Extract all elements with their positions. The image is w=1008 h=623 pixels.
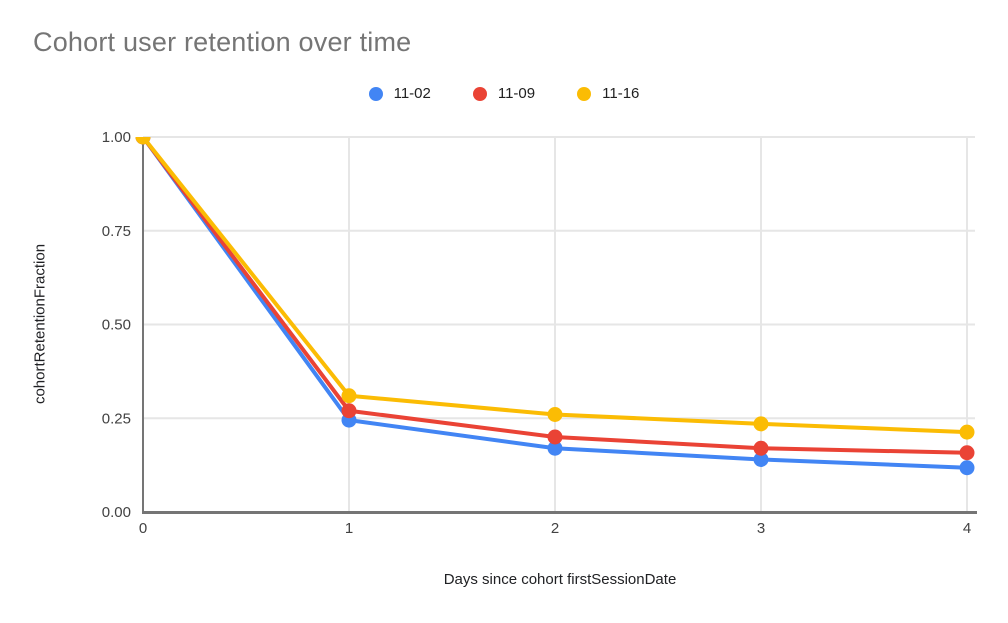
legend-swatch-11-09 (472, 86, 487, 101)
x-tick-label-1: 1 (345, 520, 353, 537)
y-tick-label-0.75: 0.75 (102, 223, 131, 240)
x-tick-label-0: 0 (139, 520, 147, 537)
legend-swatch-11-02 (368, 86, 383, 101)
data-point-11-02-day2 (547, 440, 563, 456)
data-point-11-09-day4 (959, 445, 975, 461)
data-point-11-16-day1 (341, 388, 357, 404)
data-point-11-09-day2 (547, 429, 563, 445)
data-point-11-16-day0 (135, 137, 151, 145)
data-point-11-16-day4 (959, 424, 975, 440)
x-tick-label-2: 2 (551, 520, 559, 537)
y-tick-label-0.25: 0.25 (102, 410, 131, 427)
y-tick-label-1.00: 1.00 (102, 129, 131, 146)
data-point-11-02-day3 (753, 452, 769, 467)
legend-swatch-11-16 (577, 86, 592, 101)
x-tick-label-4: 4 (963, 520, 971, 537)
data-point-11-16-day3 (753, 416, 769, 432)
chart-legend: 11-02 11-09 11-16 (0, 85, 1008, 102)
series-11-16 (135, 137, 975, 440)
x-axis-title: Days since cohort firstSessionDate (443, 571, 677, 588)
data-point-11-09-day1 (341, 403, 357, 419)
x-tick-label-3: 3 (757, 520, 765, 537)
series-11-09 (135, 137, 975, 461)
data-point-11-09-day3 (753, 440, 769, 456)
legend-label: 11-02 (393, 85, 431, 102)
chart-title: Cohort user retention over time (33, 27, 412, 57)
y-tick-label-0.50: 0.50 (102, 317, 131, 334)
y-tick-label-0.00: 0.00 (102, 504, 131, 521)
legend-item-11-09: 11-09 (472, 85, 536, 102)
data-point-11-02-day4 (959, 460, 975, 476)
legend-label: 11-09 (497, 85, 536, 102)
legend-label: 11-16 (602, 85, 640, 102)
legend-item-11-16: 11-16 (577, 85, 639, 102)
legend-item-11-02: 11-02 (368, 85, 431, 102)
data-point-11-16-day2 (547, 407, 563, 422)
y-axis-title: cohortRetentionFraction (31, 243, 49, 405)
